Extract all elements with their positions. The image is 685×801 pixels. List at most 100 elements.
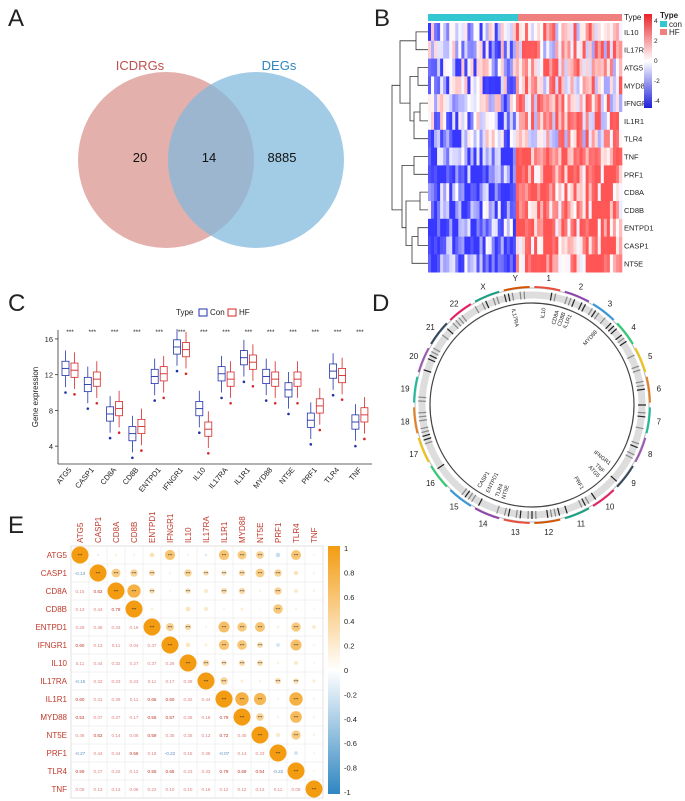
corr-circle <box>312 625 316 629</box>
circos-band <box>610 475 618 482</box>
heatmap-cell <box>585 147 589 166</box>
heatmap-cell <box>434 218 438 237</box>
corr-value: 0.15 <box>76 589 85 594</box>
box-outlier <box>184 372 188 376</box>
heatmap-cell <box>503 147 508 166</box>
heatmap-cell <box>546 23 550 42</box>
heatmap-color-scale <box>644 14 652 108</box>
heatmap-cell <box>576 236 580 255</box>
corr-value: 0.60 <box>166 697 175 702</box>
heatmap-cell <box>479 147 483 166</box>
heatmap-cell <box>558 58 562 77</box>
box-outlier <box>287 412 290 416</box>
heatmap-cell <box>509 40 514 59</box>
heatmap-cell <box>582 40 586 59</box>
corr-circle <box>273 604 283 614</box>
corr-value: 0.09 <box>130 787 139 792</box>
heatmap-cell <box>464 58 468 77</box>
heatmap-cell <box>600 254 605 273</box>
heatmap-cell <box>461 236 465 255</box>
heatmap-cell <box>555 201 559 220</box>
heatmap-cell <box>579 40 583 59</box>
heatmap-cell <box>576 254 580 273</box>
heatmap-cell <box>570 218 574 237</box>
corr-circle <box>237 550 247 560</box>
heatmap-cell <box>494 183 499 202</box>
corr-top-labels: ATG5 CASP1 CD8A CD8B ENTPD1 IFNGR1 IL10 IL17RA I… <box>76 511 319 543</box>
heatmap-cell <box>612 147 617 166</box>
corr-value: 0.37 <box>148 661 157 666</box>
heatmap-cell <box>525 23 529 42</box>
heatmap-cell <box>600 236 605 255</box>
significance-label: *** <box>155 329 163 336</box>
corr-circle <box>287 762 305 780</box>
heatmap-cell <box>609 76 614 95</box>
heatmap-cell <box>531 129 535 148</box>
corr-value: 0.47 <box>148 643 157 648</box>
heatmap-cell <box>594 40 599 59</box>
corr-stars: *** <box>258 571 263 576</box>
box-outlier <box>86 407 90 410</box>
heatmap-cell <box>540 147 544 166</box>
corr-value: 0.11 <box>274 787 283 792</box>
dendrogram-branch <box>411 236 428 264</box>
heatmap-gene-label: NT5E <box>624 259 643 268</box>
legend-con-box <box>198 308 208 317</box>
circos-band <box>507 508 511 517</box>
heatmap-cell <box>564 112 568 131</box>
type-bar-hf <box>518 14 622 21</box>
circos-chrom-label: 12 <box>544 528 553 537</box>
heatmap-scale-tick: -4 <box>654 98 660 105</box>
heatmap-cell <box>482 23 486 42</box>
heatmap-cell <box>452 76 456 95</box>
heatmap-cell <box>549 254 553 273</box>
corr-value: 0.79 <box>220 769 229 774</box>
heatmap-cell <box>461 165 465 184</box>
heatmap-cell <box>561 236 565 255</box>
heatmap-cell <box>531 165 535 184</box>
heatmap-cell <box>567 94 571 113</box>
heatmap-cell <box>443 76 447 95</box>
corr-circle <box>276 733 280 737</box>
heatmap-cell <box>567 254 571 273</box>
corr-circle <box>276 715 280 719</box>
corr-stars: *** <box>204 661 209 666</box>
heatmap-cell <box>537 129 541 148</box>
heatmap-cell <box>437 76 441 95</box>
heatmap-cell <box>528 147 532 166</box>
heatmap-cell <box>570 129 574 148</box>
corr-circle <box>238 587 246 595</box>
corr-left-label: CD8B <box>46 605 67 614</box>
heatmap-cell <box>428 218 432 237</box>
corr-value: 0.23 <box>184 769 193 774</box>
heatmap-cell <box>582 147 586 166</box>
heatmap-type-label-right: Type <box>624 13 642 22</box>
heatmap-cell <box>509 183 514 202</box>
heatmap-cell <box>434 201 438 220</box>
heatmap-cell <box>446 129 450 148</box>
heatmap-cell <box>567 201 571 220</box>
heatmap-cell <box>585 94 589 113</box>
heatmap-cell <box>609 129 614 148</box>
heatmap-cell <box>576 23 580 42</box>
heatmap-cell <box>470 112 474 131</box>
heatmap-cell <box>534 147 538 166</box>
heatmap-cell <box>515 147 520 166</box>
box-outlier <box>64 391 67 394</box>
heatmap-cell <box>494 147 499 166</box>
circos-band <box>599 317 606 325</box>
corr-circle <box>289 692 303 706</box>
heatmap-cell <box>552 112 556 131</box>
circos-band <box>446 328 454 335</box>
box-gene-label: MYD88 <box>251 466 274 491</box>
heatmap-cell <box>464 112 468 131</box>
heatmap-cell <box>558 236 562 255</box>
heatmap-cell <box>597 254 602 273</box>
heatmap-cell <box>446 58 450 77</box>
corr-value: 0.27 <box>94 769 103 774</box>
heatmap-cell <box>615 254 620 273</box>
heatmap-cell <box>585 236 589 255</box>
heatmap-cell <box>555 58 559 77</box>
circos-chrom-label: 11 <box>577 519 586 528</box>
circos-chrom-label: 2 <box>579 283 584 292</box>
